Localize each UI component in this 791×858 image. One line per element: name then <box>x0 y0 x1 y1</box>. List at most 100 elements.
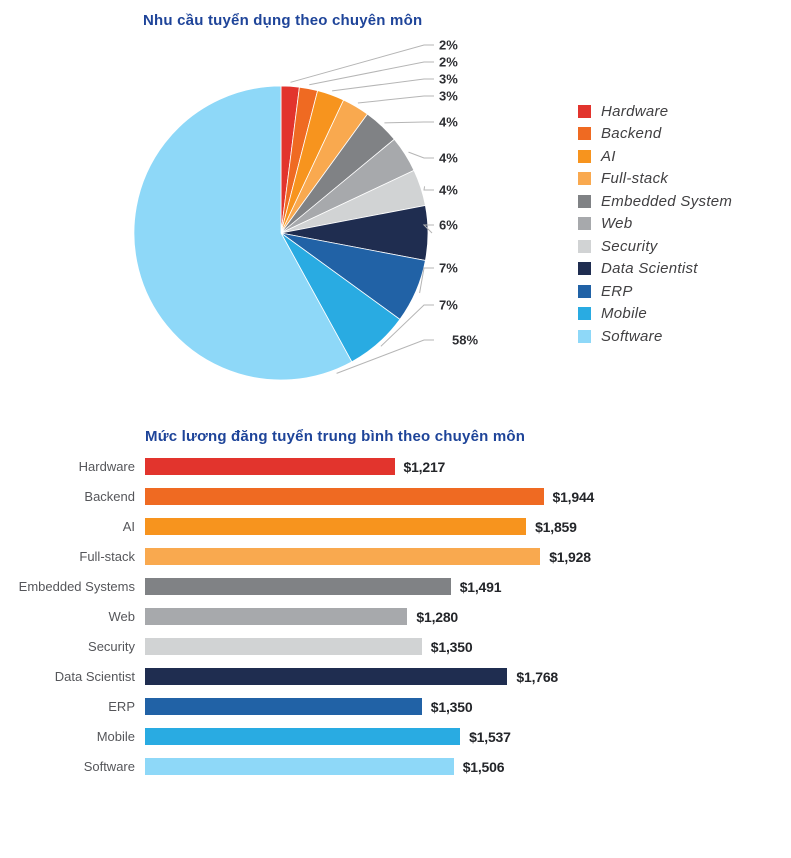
leader-line <box>423 186 434 191</box>
bar-category-label: Security <box>88 639 135 654</box>
legend-label: Web <box>601 215 633 233</box>
legend-item-full-stack: Full-stack <box>578 168 732 191</box>
bar <box>145 758 454 775</box>
legend-label: ERP <box>601 282 633 300</box>
bar <box>145 458 395 475</box>
bar-row-data-scientist: Data Scientist $1,768 <box>0 668 791 685</box>
bar-category-label: ERP <box>108 699 135 714</box>
legend-label: Security <box>601 237 658 255</box>
leader-line <box>384 121 434 124</box>
leader-line <box>357 95 434 104</box>
pie-chart: 2% 2% 3% 3% 4% 4% 4% 6% 7% 7% 58% <box>133 38 478 381</box>
pie-slice-software <box>133 85 353 381</box>
bar-row-hardware: Hardware $1,217 <box>0 458 791 475</box>
legend-label: Data Scientist <box>601 260 698 278</box>
legend-item-ai: AI <box>578 145 732 168</box>
bar-category-label: Full-stack <box>79 549 135 564</box>
bar-row-security: Security $1,350 <box>0 638 791 655</box>
bar <box>145 638 422 655</box>
bar <box>145 698 422 715</box>
bar-category-label: Software <box>83 759 135 774</box>
leader-line <box>419 267 434 294</box>
legend-label: Full-stack <box>601 170 669 188</box>
bar-category-label: Embedded Systems <box>18 579 135 594</box>
legend-item-security: Security <box>578 235 732 258</box>
leader-line <box>309 61 434 86</box>
bar-category-label: Data Scientist <box>54 669 135 684</box>
legend-label: Backend <box>601 125 662 143</box>
leader-line <box>380 304 434 347</box>
bar-value-label: $1,280 <box>416 608 459 625</box>
bar <box>145 668 508 685</box>
pie-value-label: 4% <box>439 115 458 130</box>
pie-value-label: 58% <box>452 333 478 348</box>
legend-swatch <box>578 262 591 276</box>
bar-value-label: $1,350 <box>430 638 473 655</box>
bar-row-erp: ERP $1,350 <box>0 698 791 715</box>
bar <box>145 518 527 535</box>
legend-swatch <box>578 149 591 163</box>
pie-value-label: 2% <box>439 38 458 53</box>
legend-swatch <box>578 329 591 343</box>
bar-row-embedded-systems: Embedded Systems $1,491 <box>0 578 791 595</box>
pie-value-label: 2% <box>439 55 458 70</box>
pie-value-label: 7% <box>439 261 458 276</box>
legend-item-software: Software <box>578 325 732 348</box>
bar-category-label: Backend <box>84 489 135 504</box>
bar-category-label: AI <box>122 519 135 534</box>
bar <box>145 488 544 505</box>
pie-value-label: 3% <box>439 72 458 87</box>
bar-row-software: Software $1,506 <box>0 758 791 775</box>
leader-line <box>332 78 434 92</box>
bar-value-label: $1,768 <box>516 668 559 685</box>
legend-label: AI <box>601 147 616 165</box>
pie-legend: Hardware Backend AI Full-stack Embedded Syst… <box>578 100 732 348</box>
bar-category-label: Mobile <box>96 729 135 744</box>
legend-label: Embedded System <box>601 192 733 210</box>
legend-swatch <box>578 284 591 298</box>
legend-item-embedded-system: Embedded System <box>578 190 732 213</box>
legend-swatch <box>578 104 591 118</box>
pie-value-label: 6% <box>439 218 458 233</box>
legend-item-backend: Backend <box>578 123 732 146</box>
pie-value-label: 7% <box>439 298 458 313</box>
legend-swatch <box>578 217 591 231</box>
bar-row-mobile: Mobile $1,537 <box>0 728 791 745</box>
bar-value-label: $1,491 <box>459 578 502 595</box>
pie-chart-title: Nhu cầu tuyển dụng theo chuyên môn <box>143 12 423 29</box>
legend-item-data-scientist: Data Scientist <box>578 258 732 281</box>
legend-swatch <box>578 239 591 253</box>
legend-item-mobile: Mobile <box>578 303 732 326</box>
legend-label: Software <box>601 327 663 345</box>
legend-item-erp: ERP <box>578 280 732 303</box>
legend-label: Hardware <box>601 102 669 120</box>
bar-category-label: Hardware <box>78 459 135 474</box>
bar <box>145 578 451 595</box>
bar-value-label: $1,944 <box>552 488 595 505</box>
leader-line <box>422 224 434 234</box>
bar-row-ai: AI $1,859 <box>0 518 791 535</box>
bar-value-label: $1,859 <box>535 518 577 535</box>
bar-row-backend: Backend $1,944 <box>0 488 791 505</box>
bar-value-label: $1,350 <box>430 698 473 715</box>
bar-chart-title: Mức lương đăng tuyển trung bình theo chu… <box>145 428 526 445</box>
legend-swatch <box>578 127 591 141</box>
bar-value-label: $1,537 <box>469 728 511 745</box>
legend-swatch <box>578 172 591 186</box>
legend-label: Mobile <box>601 305 647 323</box>
leader-line <box>336 339 434 374</box>
leader-line <box>290 44 434 83</box>
bar-row-web: Web $1,280 <box>0 608 791 625</box>
pie-value-label: 3% <box>439 89 458 104</box>
pie-value-label: 4% <box>439 183 458 198</box>
legend-item-hardware: Hardware <box>578 100 732 123</box>
leader-line <box>408 151 434 159</box>
bar <box>145 548 541 565</box>
pie-value-label: 4% <box>439 151 458 166</box>
bar-value-label: $1,506 <box>462 758 505 775</box>
bar-category-label: Web <box>108 609 136 624</box>
legend-item-web: Web <box>578 213 732 236</box>
legend-swatch <box>578 307 591 321</box>
bar-rows: Hardware $1,217 Backend $1,944 AI $1,859 Full-… <box>0 458 791 788</box>
